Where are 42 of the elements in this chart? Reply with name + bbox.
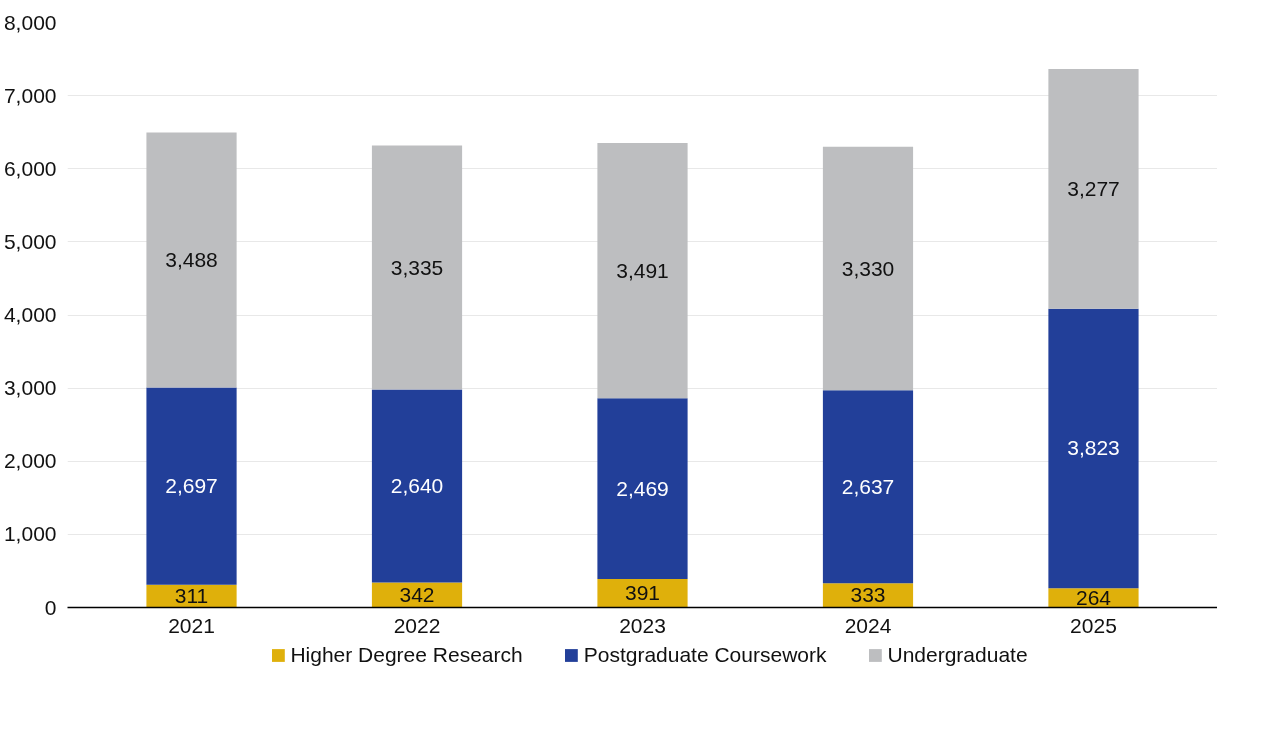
legend-label: Higher Degree Research: [290, 643, 523, 667]
y-tick-label: 1,000: [3, 522, 57, 546]
bar: [822, 390, 914, 584]
bar: [1048, 308, 1139, 589]
x-tick-label: 2022: [393, 613, 441, 637]
data-label: 2,469: [616, 476, 669, 500]
x-tick-label: 2025: [1070, 613, 1117, 637]
data-label: 2,637: [841, 474, 895, 498]
data-label: 2,697: [165, 474, 218, 498]
x-tick-label: 2023: [619, 613, 666, 637]
bar: [146, 132, 237, 388]
data-label: 3,335: [390, 255, 444, 279]
data-label: 342: [399, 583, 435, 606]
x-tick-label: 2021: [168, 613, 215, 637]
y-tick-label: 2,000: [3, 449, 57, 473]
legend-label: Undergraduate: [887, 643, 1028, 667]
y-tick-label: 4,000: [3, 303, 57, 326]
y-tick-label: 7,000: [3, 83, 57, 107]
bar: [597, 143, 688, 399]
bar: [371, 145, 463, 390]
data-label: 3,491: [616, 258, 669, 282]
data-label: 391: [624, 581, 661, 605]
y-tick-label: 8,000: [3, 10, 57, 34]
data-label: 3,277: [1067, 176, 1120, 200]
y-tick-label: 6,000: [3, 156, 57, 180]
bar: [146, 387, 237, 585]
bar: [822, 146, 914, 391]
data-label: 3,823: [1067, 436, 1120, 460]
data-label: 333: [850, 583, 886, 607]
y-tick-label: 3,000: [3, 376, 57, 400]
legend-label: Postgraduate Coursework: [583, 643, 827, 667]
data-label: 264: [1075, 585, 1112, 609]
data-label: 311: [174, 584, 209, 608]
y-tick-label: 5,000: [3, 229, 57, 253]
x-tick-label: 2024: [844, 613, 892, 637]
bar: [597, 398, 688, 579]
bar: [371, 389, 463, 583]
data-label: 3,330: [841, 256, 895, 280]
data-label: 2,640: [390, 473, 444, 497]
bar: [1048, 69, 1139, 309]
y-tick-label: 0: [44, 595, 57, 619]
data-label: 3,488: [165, 248, 218, 272]
